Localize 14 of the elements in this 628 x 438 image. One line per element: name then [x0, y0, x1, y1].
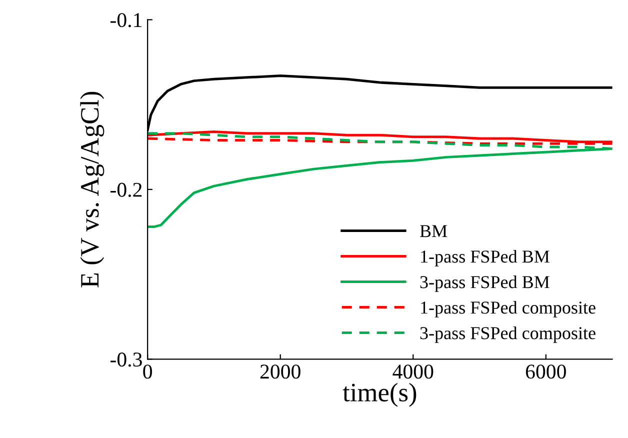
x-tick-label: 4000 — [392, 364, 434, 379]
legend-label: 1-pass FSPed BM — [421, 250, 550, 266]
x-tick-label: 2000 — [260, 364, 300, 379]
y-tick-label: -0.3 — [110, 352, 142, 367]
x-axis-title: time(s) — [342, 382, 416, 407]
x-tick-label: 6000 — [526, 364, 566, 379]
legend-label: 1-pass FSPed composite — [421, 301, 596, 318]
legend-label: 3-pass FSPed composite — [420, 326, 596, 343]
y-axis-title: E (V vs. Ag/AgCl) — [80, 92, 104, 288]
legend-label: BM — [420, 225, 448, 238]
y-tick-label: -0.2 — [110, 182, 142, 197]
y-tick-label: -0.1 — [110, 13, 142, 28]
legend-label: 3-pass FSPed BM — [420, 276, 550, 292]
x-tick-label: 0 — [143, 364, 152, 379]
